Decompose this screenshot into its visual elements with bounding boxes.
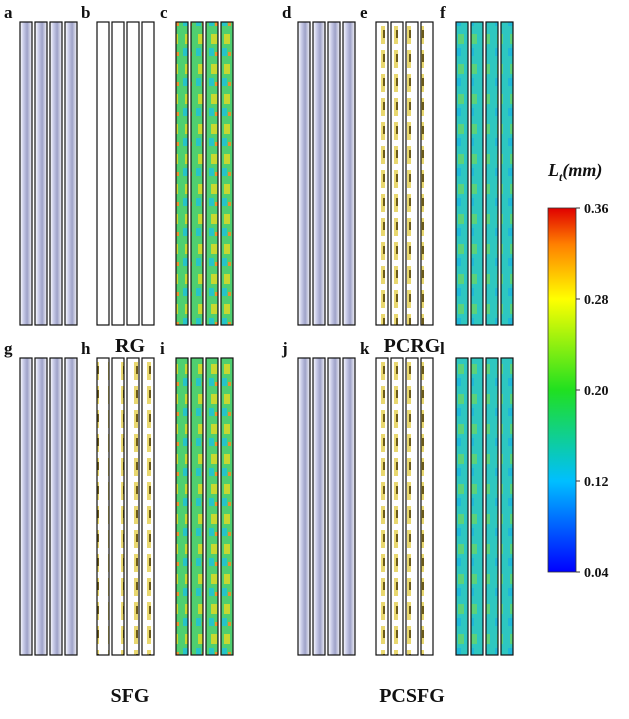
- group-label: PCRG: [384, 335, 441, 357]
- colorbar: [547, 207, 577, 573]
- strip: [19, 21, 33, 326]
- strip: [297, 357, 311, 656]
- strip: [500, 357, 514, 656]
- panel-letter: k: [360, 339, 370, 358]
- strip: [220, 21, 234, 326]
- strip: [205, 357, 219, 656]
- strip: [455, 357, 469, 656]
- strip: [327, 21, 341, 326]
- strip: [342, 21, 356, 326]
- strip: [111, 21, 125, 326]
- strip: [312, 357, 326, 656]
- strip: [190, 21, 204, 326]
- strip: [175, 357, 189, 656]
- panel-letter: f: [440, 3, 446, 22]
- strip: [126, 21, 140, 326]
- strip: [34, 21, 48, 326]
- group-label: PCSFG: [379, 685, 445, 707]
- strip: [390, 21, 404, 326]
- panel-letter: i: [160, 339, 165, 358]
- strip: [220, 357, 234, 656]
- strip: [141, 357, 155, 656]
- panel-letter: c: [160, 3, 168, 22]
- strip: [455, 21, 469, 326]
- strip: [96, 357, 110, 656]
- strip: [19, 357, 33, 656]
- strip: [470, 21, 484, 326]
- strip: [312, 21, 326, 326]
- strip: [342, 357, 356, 656]
- strip: [64, 357, 78, 656]
- panel-letter: e: [360, 3, 368, 22]
- colorbar-tick-label: 0.28: [584, 293, 609, 308]
- colorbar-tick-label: 0.04: [584, 566, 609, 581]
- strip: [375, 357, 389, 656]
- strip: [49, 21, 63, 326]
- panel-letter: j: [281, 339, 288, 358]
- strip: [375, 21, 389, 326]
- strip: [126, 357, 140, 656]
- colorbar-label: Lt(mm): [547, 160, 602, 184]
- panel-letter: d: [282, 3, 292, 22]
- strip: [500, 21, 514, 326]
- strip: [420, 357, 434, 656]
- strip: [111, 357, 125, 656]
- strip: [96, 21, 110, 326]
- strip: [49, 357, 63, 656]
- strip: [405, 21, 419, 326]
- colorbar-tick-label: 0.36: [584, 202, 609, 217]
- colorbar-tick-label: 0.12: [584, 475, 609, 490]
- group-label: RG: [115, 335, 145, 357]
- strip: [485, 357, 499, 656]
- strip: [205, 21, 219, 326]
- strip: [175, 21, 189, 326]
- strip: [485, 21, 499, 326]
- strip: [390, 357, 404, 656]
- strip: [297, 21, 311, 326]
- panel-letter: h: [81, 339, 91, 358]
- group-label: SFG: [111, 685, 150, 707]
- panel-letter: b: [81, 3, 90, 22]
- strip: [327, 357, 341, 656]
- strip: [405, 357, 419, 656]
- strip: [64, 21, 78, 326]
- strip: [34, 357, 48, 656]
- strip: [420, 21, 434, 326]
- panel-letter: a: [4, 3, 13, 22]
- strip: [141, 21, 155, 326]
- colorbar-tick-label: 0.20: [584, 384, 609, 399]
- panel-letter: l: [440, 339, 445, 358]
- strip: [190, 357, 204, 656]
- strip: [470, 357, 484, 656]
- panel-letter: g: [4, 339, 13, 358]
